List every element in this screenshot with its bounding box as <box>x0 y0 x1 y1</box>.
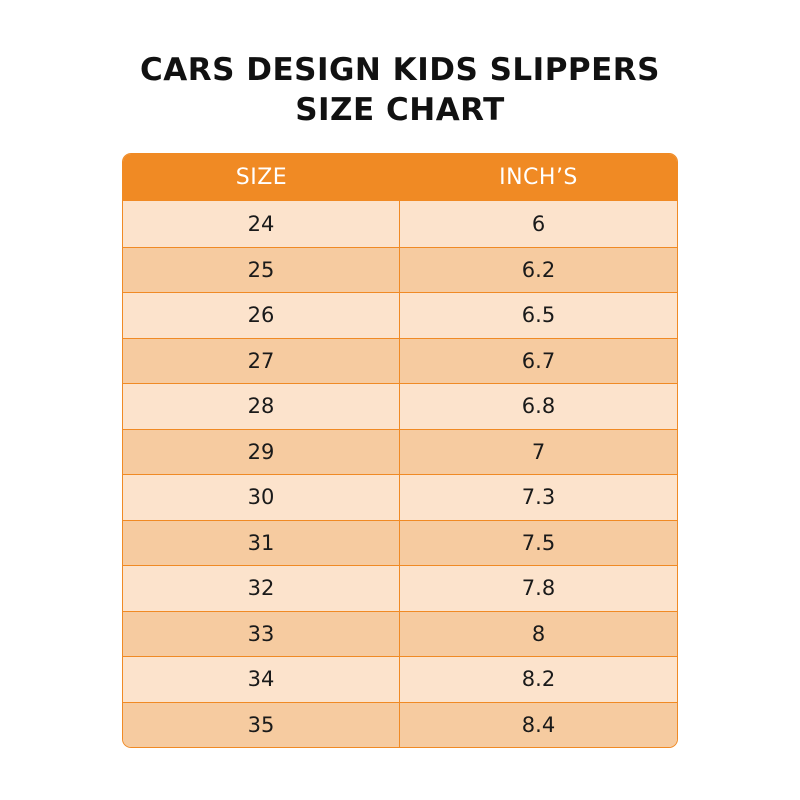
inch-value: 7 <box>531 439 546 464</box>
table-header-row: SIZE INCH’S <box>123 154 677 201</box>
chart-title-line-2: SIZE CHART <box>295 92 505 128</box>
table-row: 30 7.3 <box>123 474 677 520</box>
table-row: 25 6.2 <box>123 246 677 292</box>
inch-value: 7.5 <box>521 530 556 555</box>
inch-value: 7.3 <box>521 485 556 510</box>
table-body: 24 6 25 6.2 26 6.5 27 6.7 28 6.8 29 7 30 7.3 31 7.5 32 7.… <box>123 201 677 747</box>
size-value: 26 <box>123 293 400 338</box>
header-size: SIZE <box>235 165 288 190</box>
table-row: 28 6.8 <box>123 383 677 429</box>
size-value: 32 <box>123 566 400 611</box>
inch-value: 8.2 <box>521 667 556 692</box>
inch-value: 6.2 <box>521 257 556 282</box>
inch-value: 7.8 <box>521 576 556 601</box>
table-row: 31 7.5 <box>123 519 677 565</box>
size-value: 28 <box>123 384 400 429</box>
inch-value: 6.7 <box>521 348 556 373</box>
size-value: 30 <box>123 475 400 520</box>
inch-value: 6.5 <box>521 303 556 328</box>
table-row: 27 6.7 <box>123 337 677 383</box>
size-value: 35 <box>123 702 400 747</box>
inch-value: 8.4 <box>521 712 556 737</box>
table-row: 26 6.5 <box>123 292 677 338</box>
table-row: 34 8.2 <box>123 656 677 702</box>
table-row: 32 7.8 <box>123 565 677 611</box>
size-value: 27 <box>123 338 400 383</box>
table-row: 33 8 <box>123 610 677 656</box>
size-value: 24 <box>123 201 400 247</box>
header-inches: INCH’S <box>499 165 578 190</box>
size-value: 25 <box>123 247 400 292</box>
size-chart-table: SIZE INCH’S 24 6 25 6.2 26 6.5 27 6.7 28 6.8 29 7 30… <box>122 153 678 748</box>
chart-title-line-1: CARS DESIGN KIDS SLIPPERS <box>139 52 661 88</box>
inch-value: 8 <box>531 621 546 646</box>
table-row: 24 6 <box>123 201 677 247</box>
table-row: 35 8.4 <box>123 701 677 747</box>
inch-value: 6.8 <box>521 394 556 419</box>
inch-value: 6 <box>531 211 546 236</box>
table-row: 29 7 <box>123 428 677 474</box>
size-value: 31 <box>123 520 400 565</box>
chart-title: CARS DESIGN KIDS SLIPPERS SIZE CHART <box>0 50 800 130</box>
size-value: 29 <box>123 429 400 474</box>
size-value: 33 <box>123 611 400 656</box>
size-value: 34 <box>123 657 400 702</box>
